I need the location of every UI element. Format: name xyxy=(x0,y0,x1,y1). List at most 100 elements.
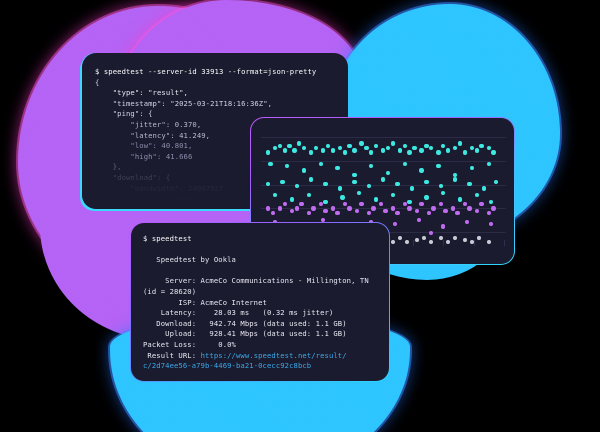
chart-dot-download xyxy=(429,145,434,151)
chart-dot-download xyxy=(301,145,307,151)
chart-dot-download xyxy=(318,161,323,166)
result-line: Upload: 928.41 Mbps (data used: 1.1 GB) xyxy=(143,329,347,339)
chart-dot-upload xyxy=(465,219,470,225)
chart-dot-upload xyxy=(489,222,494,227)
chart-dot-download xyxy=(453,177,458,182)
chart-dot-upload xyxy=(371,206,376,211)
chart-dot-ping xyxy=(429,240,434,245)
speed-scatter-chart xyxy=(261,128,506,246)
chart-dot-download xyxy=(301,168,307,173)
chart-dot-upload xyxy=(491,206,496,211)
chart-dot-download xyxy=(397,148,403,153)
terminal-window-result[interactable]: $ speedtest Speedtest by Ookla Server: A… xyxy=(130,222,390,382)
chart-dot-upload xyxy=(395,210,400,216)
chart-dot-ping xyxy=(421,235,427,240)
chart-dot-download xyxy=(457,141,463,146)
chart-dot-download xyxy=(412,145,417,151)
chart-dot-download xyxy=(364,145,369,151)
json-line: "ping": { xyxy=(95,109,153,119)
chart-dot-ping xyxy=(445,240,451,245)
chart-dot-download xyxy=(409,186,415,191)
chart-dot-download xyxy=(369,163,374,169)
chart-dot-ping xyxy=(462,237,467,243)
chart-dot-download xyxy=(390,192,395,198)
chart-dot-upload xyxy=(318,201,323,207)
chart-dot-download xyxy=(479,143,484,149)
result-url-link-part1[interactable]: https://www.speedtest.net/result/ xyxy=(200,350,347,360)
chart-dot-upload xyxy=(450,206,455,211)
chart-dot-download xyxy=(486,145,491,151)
result-url-row: Result URL: https://www.speedtest.net/re… xyxy=(143,351,377,362)
chart-dot-download xyxy=(292,148,297,153)
chart-dot-upload xyxy=(441,224,446,229)
chart-dot-download xyxy=(325,143,331,149)
result-url-link-part2[interactable]: c/2d74ee56-a79b-4469-ba21-0cecc92c8bcb xyxy=(143,361,312,371)
chart-dot-upload xyxy=(311,206,316,211)
chart-tick xyxy=(412,240,414,246)
chart-dot-upload xyxy=(462,201,467,207)
chart-dot-download xyxy=(366,184,371,189)
chart-dot-download xyxy=(285,163,290,169)
chart-dot-upload xyxy=(265,206,271,211)
chart-dot-ping xyxy=(414,237,419,243)
chart-dot-download xyxy=(373,143,379,149)
terminal-result-body: $ speedtest Speedtest by Ookla Server: A… xyxy=(131,223,389,372)
json-line: "timestamp": "2025-03-21T18:16:36Z", xyxy=(95,98,273,108)
chart-dot-ping xyxy=(469,240,475,245)
chart-tick xyxy=(443,240,445,246)
chart-dot-upload xyxy=(407,206,412,211)
chart-dot-download xyxy=(407,150,412,155)
chart-dot-upload xyxy=(342,201,347,207)
chart-dot-download xyxy=(385,170,391,175)
chart-dot-ping xyxy=(453,235,458,240)
chart-dot-download xyxy=(323,181,328,187)
chart-dot-download xyxy=(273,145,278,151)
chart-dot-upload xyxy=(289,208,295,214)
chart-dot-download xyxy=(453,172,458,178)
chart-tick xyxy=(473,240,475,246)
chart-dot-download xyxy=(282,148,287,153)
chart-dot-download xyxy=(347,143,352,149)
chart-dot-download xyxy=(469,166,475,171)
result-line xyxy=(143,266,377,277)
chart-dot-upload xyxy=(282,201,287,207)
chart-dot-upload xyxy=(378,201,383,207)
chart-dot-download xyxy=(297,141,302,146)
chart-dot-upload xyxy=(270,210,275,216)
chart-dot-download xyxy=(438,184,443,189)
chart-dot-download xyxy=(342,150,347,155)
chart-dot-download xyxy=(359,141,364,146)
chart-dot-upload xyxy=(321,217,326,222)
result-line: Speedtest by Ookla xyxy=(143,255,236,265)
chart-dot-download xyxy=(402,161,407,166)
chart-dot-upload xyxy=(294,206,299,211)
chart-dot-upload xyxy=(455,210,460,216)
chart-dot-ping xyxy=(390,240,395,245)
chart-gridline xyxy=(261,184,506,186)
chart-dot-download xyxy=(493,179,499,184)
chart-tick xyxy=(504,240,505,246)
chart-dot-upload xyxy=(467,206,472,211)
chart-dot-download xyxy=(436,163,441,169)
chart-gridline xyxy=(261,161,506,163)
chart-dot-download xyxy=(381,177,386,182)
chart-dot-download xyxy=(294,184,299,189)
chart-dot-upload xyxy=(417,217,422,222)
chart-dot-ping xyxy=(477,235,482,240)
chart-dot-upload xyxy=(419,201,424,207)
chart-dot-download xyxy=(265,150,271,155)
chart-dot-download xyxy=(424,179,429,184)
result-line: Download: 942.74 Mbps (data used: 1.1 GB… xyxy=(143,318,347,328)
chart-dot-download xyxy=(445,148,451,153)
chart-dot-download xyxy=(474,192,479,198)
chart-dot-upload xyxy=(330,206,335,211)
chart-dot-upload xyxy=(426,210,431,216)
chart-dot-upload xyxy=(323,208,328,214)
chart-dot-download xyxy=(357,190,362,196)
chart-dot-upload xyxy=(429,231,434,236)
chart-dot-download xyxy=(407,199,412,205)
result-line: ISP: AcmeCo Internet xyxy=(143,297,267,307)
chart-dot-download xyxy=(462,150,467,155)
chart-dot-upload xyxy=(299,201,304,207)
chart-dot-upload xyxy=(414,208,419,214)
